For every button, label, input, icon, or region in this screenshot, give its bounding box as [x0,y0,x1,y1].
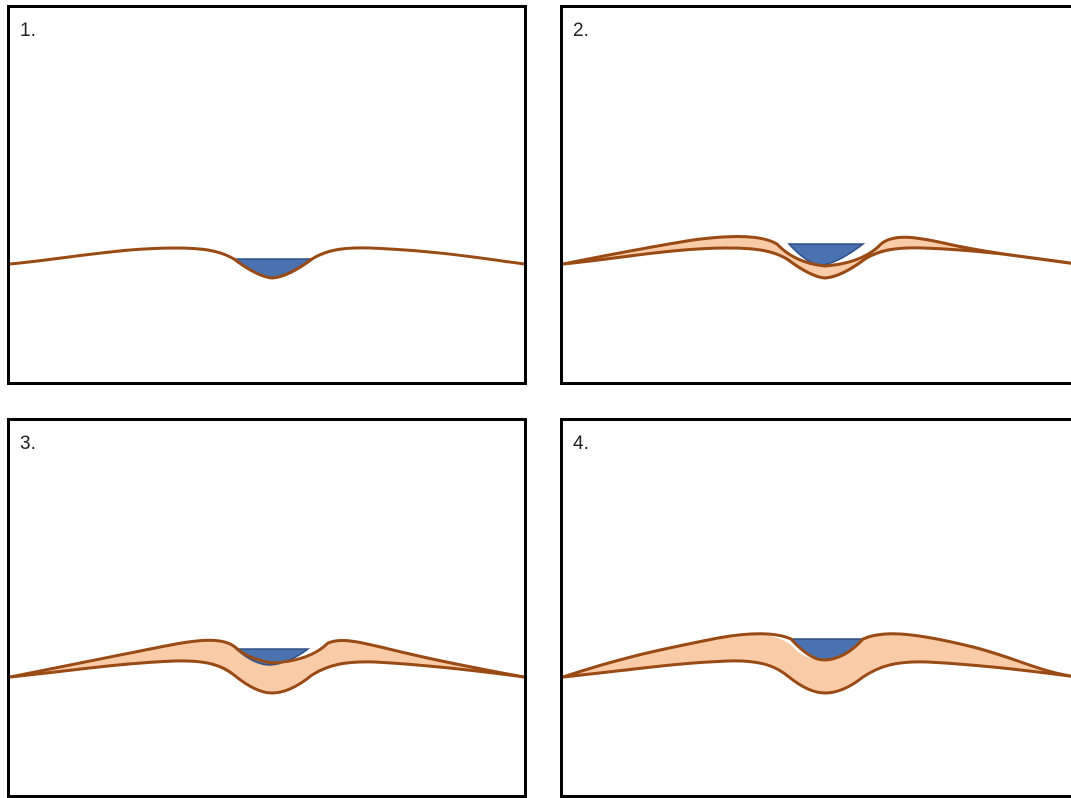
stage-4-label: 4. [573,433,589,454]
stage-3-diagram [10,638,524,695]
stage-2-panel: 2. [560,5,1071,385]
stage-4-diagram [563,632,1071,695]
levee-deposit [563,633,1071,693]
levee-deposit [563,236,1071,278]
stage-4-panel: 4. [560,418,1071,798]
levee-surface [10,638,524,679]
levee-surface [563,632,1071,679]
stage-1-diagram [10,246,524,280]
stage-2-label: 2. [573,20,589,41]
stage-1-panel: 1. [7,5,527,385]
stage-1-label: 1. [20,20,36,41]
levee-deposit [10,640,524,693]
levee-surface [563,235,1071,268]
ground-surface [563,246,1071,280]
stage-3-label: 3. [20,433,36,454]
ground-surface [563,659,1071,695]
ground-surface [10,659,524,695]
stage-3-panel: 3. [7,418,527,798]
ground-surface [10,246,524,280]
stage-2-diagram [563,235,1071,280]
channel-water [234,648,311,666]
